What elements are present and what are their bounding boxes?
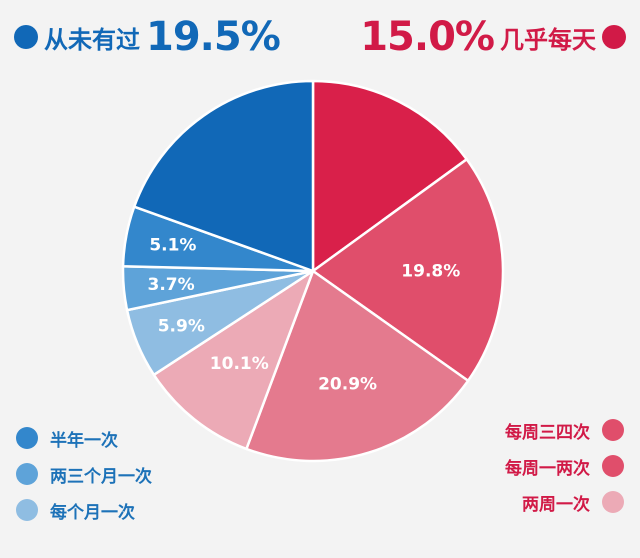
- legend-dot: [602, 491, 624, 513]
- header-never-pct: 19.5%: [146, 14, 281, 60]
- legend-label: 两三个月一次: [50, 466, 152, 487]
- legend-item: 每个月一次: [16, 492, 152, 528]
- header-never: 从未有过 19.5%: [14, 14, 281, 60]
- legend-dot: [602, 455, 624, 477]
- legend-item: 半年一次: [16, 420, 152, 456]
- legend-dot: [16, 463, 38, 485]
- slice-label: 19.8%: [401, 261, 460, 281]
- header-daily-label: 几乎每天: [500, 25, 596, 54]
- slice-label: 5.9%: [158, 317, 205, 337]
- pie-slice: [245, 269, 470, 463]
- header-never-dot: [14, 25, 38, 49]
- legend-item: 两三个月一次: [16, 456, 152, 492]
- legend-label: 两周一次: [522, 494, 590, 515]
- header-daily-dot: [602, 25, 626, 49]
- legend-label: 每个月一次: [50, 502, 135, 523]
- header-never-label: 从未有过: [44, 25, 140, 54]
- legend-label: 每周一两次: [505, 458, 590, 479]
- legend-item: 每周三四次: [505, 412, 624, 448]
- legend-item: 两周一次: [505, 484, 624, 520]
- pie-slice: [311, 79, 468, 273]
- legend-dot: [602, 419, 624, 441]
- legend-label: 半年一次: [50, 430, 118, 451]
- slice-label: 20.9%: [318, 375, 377, 395]
- pie-slice: [152, 269, 315, 451]
- header-daily-pct: 15.0%: [360, 14, 495, 60]
- legend-dot: [16, 427, 38, 449]
- legend-right: 每周三四次 每周一两次 两周一次: [505, 412, 624, 520]
- slice-label: 10.1%: [210, 354, 269, 374]
- legend-left: 半年一次 两三个月一次 每个月一次: [16, 420, 152, 528]
- legend-label: 每周三四次: [505, 422, 590, 443]
- legend-item: 每周一两次: [505, 448, 624, 484]
- pie-slice: [311, 158, 505, 382]
- pie-slice: [132, 79, 315, 273]
- header-daily: 15.0% 几乎每天: [360, 14, 626, 60]
- legend-dot: [16, 499, 38, 521]
- slice-label: 5.1%: [149, 236, 196, 256]
- slice-label: 3.7%: [148, 275, 195, 295]
